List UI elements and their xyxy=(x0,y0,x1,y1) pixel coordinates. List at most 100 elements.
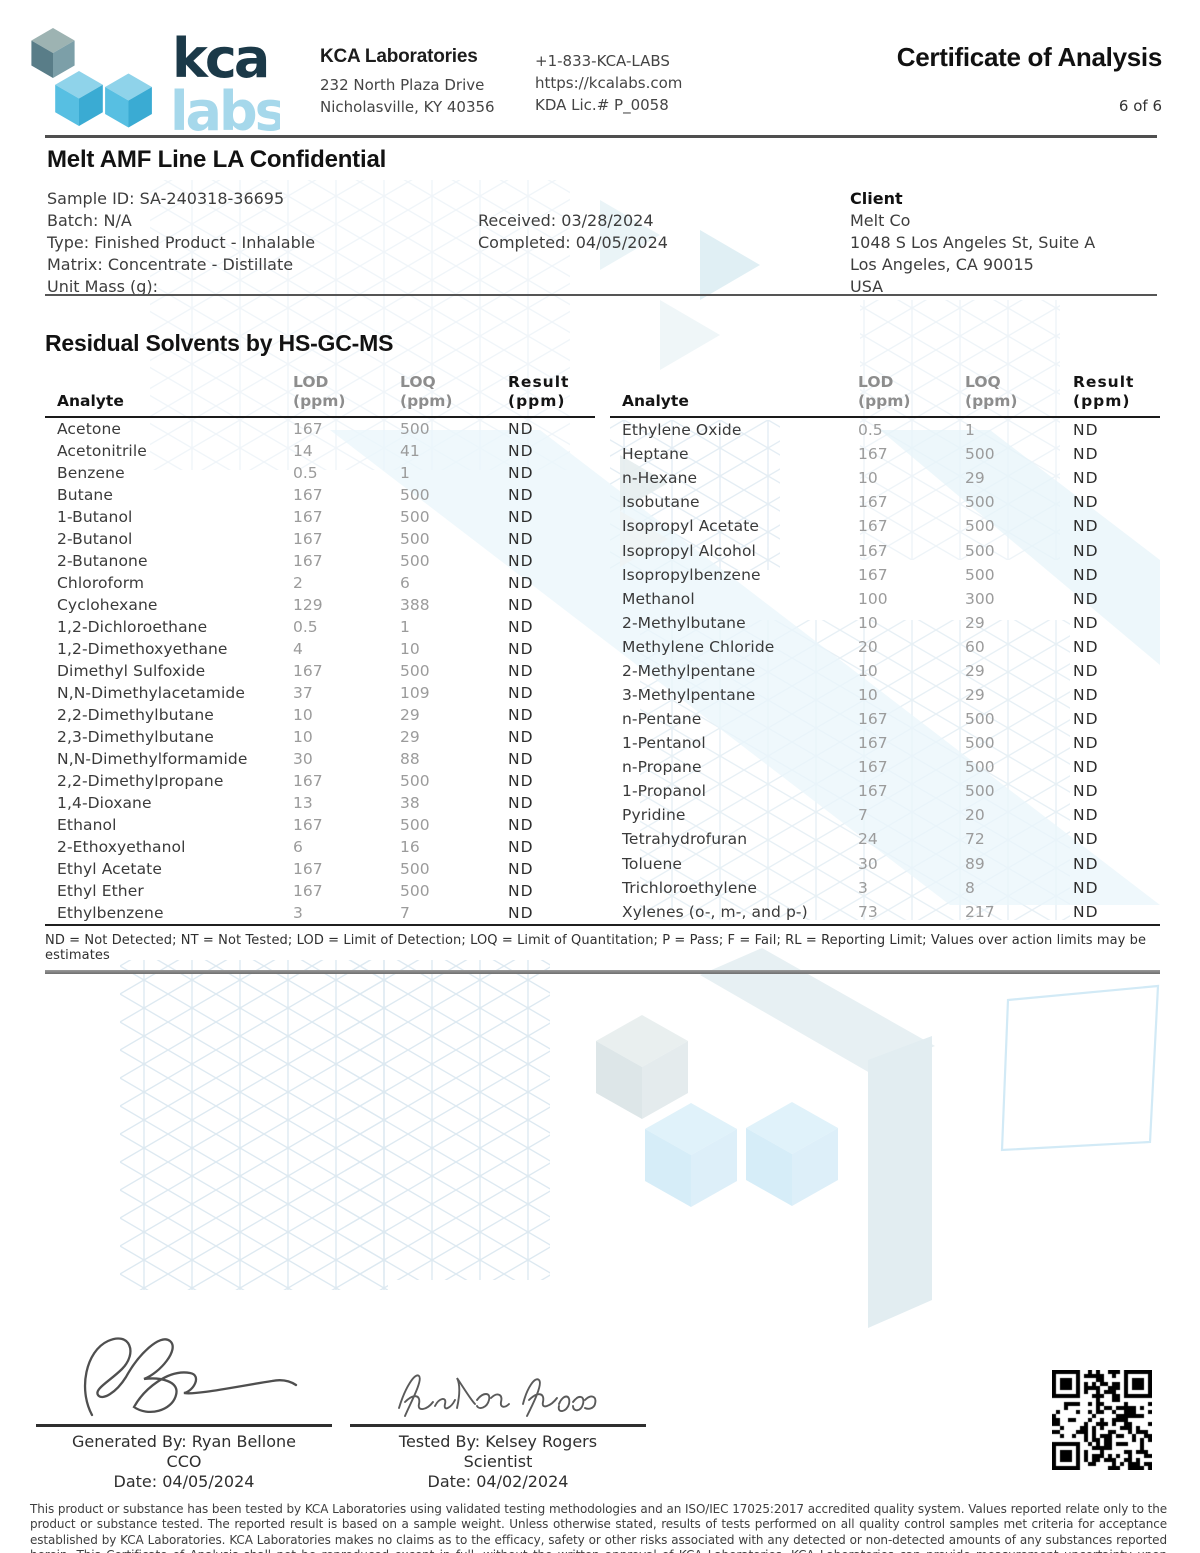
table-row: 2,2-Dimethylbutane 10 29 ND xyxy=(45,704,595,726)
table-row: 2,3-Dimethylbutane 10 29 ND xyxy=(45,726,595,748)
table-row: Dimethyl Sulfoxide 167 500 ND xyxy=(45,660,595,682)
cell-lod: 167 xyxy=(293,882,323,900)
col-header-analyte: Analyte xyxy=(45,373,281,418)
cell-analyte: Ethanol xyxy=(57,816,117,834)
client-name: Melt Co xyxy=(850,211,911,230)
table-row: Isopropylbenzene 167 500 ND xyxy=(610,563,1160,587)
cell-loq: 10 xyxy=(400,640,420,658)
cell-result: ND xyxy=(1073,830,1099,849)
cell-loq: 29 xyxy=(965,613,985,632)
cell-lod: 3 xyxy=(858,878,868,897)
cell-result: ND xyxy=(508,882,534,900)
table-row: 1-Pentanol 167 500 ND xyxy=(610,731,1160,755)
cell-result: ND xyxy=(508,508,534,526)
cell-lod: 10 xyxy=(858,469,878,488)
cell-analyte: 1,4-Dioxane xyxy=(57,794,152,812)
cell-loq: 500 xyxy=(400,662,430,680)
tested-by-block: Tested By: Kelsey Rogers Scientist Date:… xyxy=(350,1352,646,1492)
cell-lod: 0.5 xyxy=(858,421,883,440)
sample-unit-mass: Unit Mass (g): xyxy=(47,277,159,296)
cell-lod: 0.5 xyxy=(293,618,318,636)
cell-analyte: Tetrahydrofuran xyxy=(622,830,748,849)
cell-analyte: n-Pentane xyxy=(622,710,702,729)
cell-result: ND xyxy=(1073,710,1099,729)
generated-by-block: Generated By: Ryan Bellone CCO Date: 04/… xyxy=(36,1337,332,1492)
cell-lod: 167 xyxy=(858,445,888,464)
cell-lod: 20 xyxy=(858,637,878,656)
cell-loq: 89 xyxy=(965,854,985,873)
cell-lod: 13 xyxy=(293,794,313,812)
table-row: Isobutane 167 500 ND xyxy=(610,490,1160,514)
solvents-tables: Analyte LOD (ppm) LOQ (ppm) Result (ppm) Ac… xyxy=(45,373,1160,926)
cell-loq: 1 xyxy=(400,464,410,482)
cell-analyte: N,N-Dimethylformamide xyxy=(57,750,248,768)
cell-analyte: 2-Methylpentane xyxy=(622,661,756,680)
table-row: Ethanol 167 500 ND xyxy=(45,814,595,836)
table-row: Toluene 30 89 ND xyxy=(610,852,1160,876)
table-header-row: Analyte LOD (ppm) LOQ (ppm) Result (ppm) xyxy=(45,373,595,418)
table-row: Isopropyl Acetate 167 500 ND xyxy=(610,514,1160,538)
cell-lod: 167 xyxy=(293,662,323,680)
table-row: Acetone 167 500 ND xyxy=(45,417,595,440)
cell-analyte: 2-Methylbutane xyxy=(622,613,746,632)
cell-lod: 167 xyxy=(293,860,323,878)
cell-result: ND xyxy=(508,728,534,746)
cell-loq: 29 xyxy=(400,706,420,724)
cell-result: ND xyxy=(508,486,534,504)
cell-result: ND xyxy=(508,420,534,438)
table-row: 2-Ethoxyethanol 6 16 ND xyxy=(45,836,595,858)
cell-result: ND xyxy=(508,706,534,724)
table-row: Trichloroethylene 3 8 ND xyxy=(610,876,1160,900)
cell-result: ND xyxy=(508,838,534,856)
results-divider xyxy=(45,970,1160,974)
cell-analyte: Heptane xyxy=(622,445,689,464)
table-row: 1,2-Dichloroethane 0.5 1 ND xyxy=(45,616,595,638)
cell-loq: 217 xyxy=(965,902,995,921)
cell-analyte: Acetonitrile xyxy=(57,442,147,460)
cell-loq: 8 xyxy=(965,878,975,897)
signature-line xyxy=(36,1424,332,1427)
cell-lod: 10 xyxy=(858,685,878,704)
client-address1: 1048 S Los Angeles St, Suite A xyxy=(850,233,1096,252)
table-row: Ethyl Acetate 167 500 ND xyxy=(45,858,595,880)
cell-result: ND xyxy=(508,750,534,768)
cell-lod: 167 xyxy=(293,816,323,834)
table-row: 1-Propanol 167 500 ND xyxy=(610,779,1160,803)
cell-result: ND xyxy=(508,816,534,834)
cell-lod: 4 xyxy=(293,640,303,658)
table-header-row: Analyte LOD (ppm) LOQ (ppm) Result (ppm) xyxy=(610,373,1160,418)
col-header-loq: LOQ (ppm) xyxy=(953,373,1061,418)
table-row: 1-Butanol 167 500 ND xyxy=(45,506,595,528)
header-divider xyxy=(45,135,1157,138)
cell-loq: 500 xyxy=(400,882,430,900)
cell-lod: 3 xyxy=(293,904,303,922)
kca-labs-logo: kca labs xyxy=(30,26,288,143)
cell-analyte: 3-Methylpentane xyxy=(622,685,756,704)
cell-loq: 500 xyxy=(965,493,995,512)
cell-loq: 500 xyxy=(400,508,430,526)
cell-analyte: 1-Propanol xyxy=(622,782,706,801)
cell-result: ND xyxy=(1073,589,1099,608)
cell-analyte: 1-Butanol xyxy=(57,508,133,526)
table-row: n-Propane 167 500 ND xyxy=(610,755,1160,779)
cell-analyte: Methanol xyxy=(622,589,695,608)
table-row: Butane 167 500 ND xyxy=(45,484,595,506)
cell-loq: 500 xyxy=(965,445,995,464)
lab-phone: +1-833-KCA-LABS xyxy=(535,52,670,70)
cell-loq: 29 xyxy=(965,661,985,680)
cell-loq: 72 xyxy=(965,830,985,849)
cell-analyte: Ethyl Ether xyxy=(57,882,144,900)
completed-date: Completed: 04/05/2024 xyxy=(478,233,668,252)
table-row: Isopropyl Alcohol 167 500 ND xyxy=(610,538,1160,562)
cell-loq: 16 xyxy=(400,838,420,856)
cell-analyte: Dimethyl Sulfoxide xyxy=(57,662,206,680)
cell-analyte: Butane xyxy=(57,486,113,504)
table-row: Cyclohexane 129 388 ND xyxy=(45,594,595,616)
cell-result: ND xyxy=(1073,517,1099,536)
tested-date: Date: 04/02/2024 xyxy=(427,1472,569,1491)
cell-analyte: Isopropylbenzene xyxy=(622,565,761,584)
cell-loq: 500 xyxy=(400,860,430,878)
tested-signature-icon xyxy=(350,1352,646,1424)
cell-lod: 7 xyxy=(858,806,868,825)
